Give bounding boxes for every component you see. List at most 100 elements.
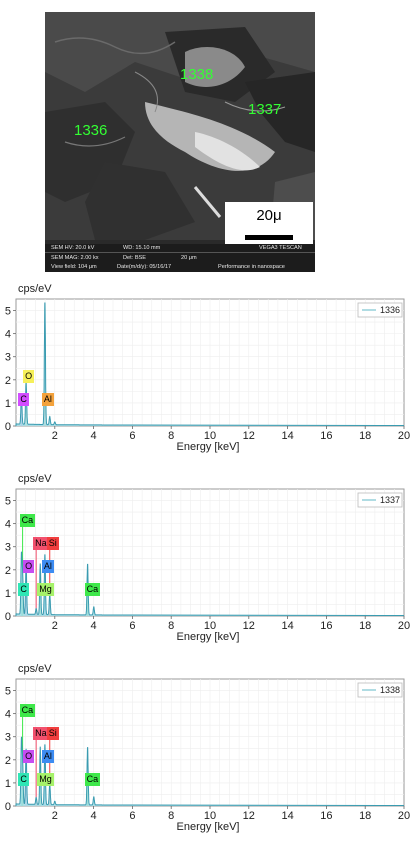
y-tick-label: 3 (5, 732, 11, 744)
scale-label: 20μ (256, 207, 282, 224)
y-axis-label: cps/eV (18, 283, 52, 295)
x-tick-label: 2 (52, 430, 58, 442)
x-tick-label: 18 (359, 430, 371, 442)
x-tick-label: 10 (204, 620, 216, 632)
sem-footer (45, 244, 315, 272)
element-tag-al: Al (41, 393, 54, 407)
footer-brand: VEGA3 TESCAN (259, 245, 302, 251)
x-tick-label: 14 (281, 620, 293, 632)
x-tick-label: 16 (320, 620, 332, 632)
element-tag-na: Na (33, 537, 49, 551)
y-tick-label: 4 (5, 329, 11, 341)
y-tick-label: 1 (5, 778, 11, 790)
x-tick-label: 6 (129, 620, 135, 632)
element-tag-si: Si (46, 727, 59, 741)
eds-spectrum-1338: cps/eV Energy [keV] 2 4 6 8 10 12 14 16 18 20 0 1 2 3… (0, 663, 416, 833)
y-tick-label: 3 (5, 352, 11, 364)
y-tick-label: 0 (5, 611, 11, 623)
legend-label: 1337 (380, 495, 400, 505)
element-tag-ca: Ca (84, 773, 101, 787)
legend-box (357, 492, 403, 508)
x-tick-label: 18 (359, 810, 371, 822)
x-tick-label: 2 (52, 620, 58, 632)
eds-spectrum-1336: cps/eV Energy [keV] 2 4 6 8 10 12 14 16 18 20 0 1 2 3… (0, 283, 416, 453)
x-tick-label: 20 (398, 430, 410, 442)
y-axis-label: cps/eV (18, 663, 52, 675)
legend-label: 1336 (380, 305, 400, 315)
y-tick-label: 2 (5, 755, 11, 767)
element-tag-o: O (23, 560, 35, 574)
sem-footer-divider (45, 252, 315, 253)
x-tick-label: 20 (398, 810, 410, 822)
element-tag-ca: Ca (84, 583, 101, 597)
y-tick-label: 0 (5, 801, 11, 813)
x-tick-label: 4 (91, 620, 97, 632)
element-tag-al: Al (41, 750, 54, 764)
y-tick-label: 5 (5, 686, 11, 698)
element-tag-ca: Ca (19, 703, 36, 717)
point-1337-label: 1337 (248, 101, 282, 118)
element-tag-c: C (18, 393, 29, 407)
y-axis-label: cps/eV (18, 473, 52, 485)
x-tick-label: 16 (320, 430, 332, 442)
x-tick-label: 10 (204, 810, 216, 822)
sem-micrograph: 1338 1337 1336 20μ SEM HV: 20.0 kV WD: 1… (45, 12, 315, 272)
y-tick-label: 4 (5, 519, 11, 531)
x-tick-label: 6 (129, 810, 135, 822)
y-tick-label: 1 (5, 588, 11, 600)
footer-slogan: Performance in nanospace (218, 264, 285, 270)
x-tick-label: 4 (91, 810, 97, 822)
footer-view: View field: 104 μm (51, 264, 97, 270)
element-tag-na: Na (33, 727, 49, 741)
x-tick-label: 16 (320, 810, 332, 822)
x-tick-label: 12 (243, 810, 255, 822)
x-tick-label: 2 (52, 810, 58, 822)
element-tag-mg: Mg (37, 583, 54, 597)
element-tag-mg: Mg (37, 773, 54, 787)
spectrum-line (15, 302, 405, 427)
footer-date: Date(m/d/y): 05/16/17 (117, 264, 172, 270)
element-tag-o: O (23, 750, 35, 764)
x-tick-label: 8 (168, 810, 174, 822)
scale-box: 20μ (225, 202, 313, 252)
y-tick-label: 1 (5, 398, 11, 410)
x-tick-label: 14 (281, 430, 293, 442)
x-tick-label: 12 (243, 620, 255, 632)
point-1336-label: 1336 (74, 122, 108, 139)
y-tick-label: 4 (5, 709, 11, 721)
spectrum-line (15, 736, 405, 807)
x-axis-label: Energy [keV] (176, 821, 240, 833)
y-tick-label: 5 (5, 496, 11, 508)
x-tick-label: 10 (204, 430, 216, 442)
eds-spectrum-1337: cps/eV Energy [keV] 2 4 6 8 10 12 14 16 18 20 0 1 2 3… (0, 473, 416, 643)
y-tick-label: 2 (5, 565, 11, 577)
footer-det: Det: BSE (123, 255, 147, 261)
element-tag-c: C (18, 583, 29, 597)
y-tick-label: 5 (5, 306, 11, 318)
sem-texture (45, 12, 315, 240)
y-tick-label: 3 (5, 542, 11, 554)
legend-box (357, 682, 403, 698)
x-tick-label: 8 (168, 620, 174, 632)
x-tick-label: 20 (398, 620, 410, 632)
x-tick-label: 18 (359, 620, 371, 632)
scale-bar (245, 235, 293, 240)
x-axis-label: Energy [keV] (176, 441, 240, 453)
x-tick-label: 6 (129, 430, 135, 442)
x-tick-label: 8 (168, 430, 174, 442)
y-tick-label: 2 (5, 375, 11, 387)
y-tick-label: 0 (5, 421, 11, 433)
legend-box (357, 302, 403, 318)
spectrum-line (15, 551, 405, 617)
x-tick-label: 4 (91, 430, 97, 442)
footer-hv: SEM HV: 20.0 kV (51, 245, 95, 251)
x-tick-label: 14 (281, 810, 293, 822)
footer-mag: SEM MAG: 2.00 kx (51, 255, 99, 261)
element-tag-si: Si (46, 537, 59, 551)
x-tick-label: 12 (243, 430, 255, 442)
element-tag-c: C (18, 773, 29, 787)
footer-wd: WD: 15.10 mm (123, 245, 161, 251)
